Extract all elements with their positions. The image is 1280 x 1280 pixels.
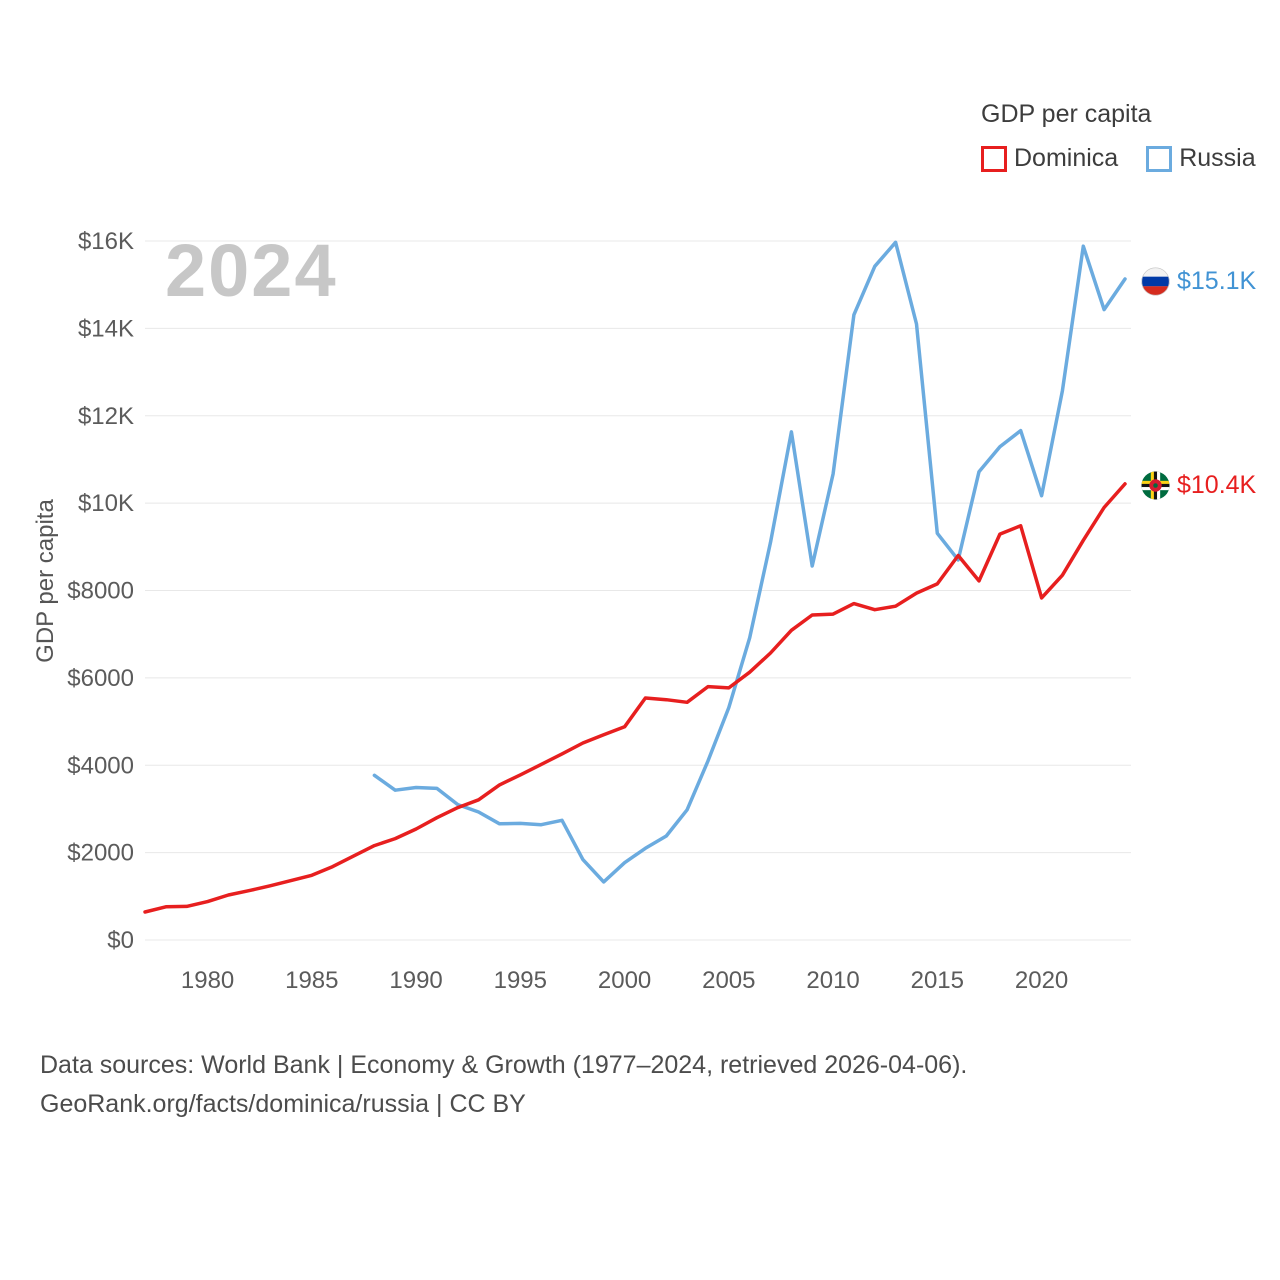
dominica-flag-icon (1141, 471, 1170, 500)
footer: Data sources: World Bank | Economy & Gro… (40, 1046, 967, 1124)
russia-flag-icon (1141, 267, 1170, 296)
x-tick-label: 1995 (494, 967, 547, 994)
footer-data-sources: Data sources: World Bank | Economy & Gro… (40, 1051, 968, 1079)
y-tick-label: $14K (78, 315, 134, 342)
y-tick-label: $10K (78, 490, 134, 517)
dominica-end-value: $10.4K (1177, 471, 1257, 499)
footer-attribution: GeoRank.org/facts/dominica/russia | CC B… (40, 1090, 526, 1118)
x-tick-label: 1990 (389, 967, 442, 994)
x-tick-label: 1980 (181, 967, 234, 994)
legend-title: GDP per capita (981, 100, 1152, 128)
y-tick-label: $4000 (67, 752, 134, 779)
watermark-year: 2024 (165, 229, 338, 312)
legend: GDP per capita Dominica Russia (981, 100, 1256, 173)
y-tick-label: $0 (107, 927, 134, 954)
y-axis-title: GDP per capita (32, 499, 59, 663)
y-tick-label: $6000 (67, 665, 134, 692)
y-tick-label: $2000 (67, 840, 134, 867)
x-tick-label: 2020 (1015, 967, 1068, 994)
x-tick-label: 2010 (806, 967, 859, 994)
x-tick-label: 2015 (911, 967, 964, 994)
russia-swatch-icon (1146, 145, 1173, 172)
russia-end-value: $15.1K (1177, 267, 1257, 295)
y-tick-label: $12K (78, 403, 134, 430)
series-line-russia (372, 240, 1127, 884)
legend-entry-russia[interactable]: Russia (1146, 144, 1256, 173)
dominica-swatch-icon (981, 145, 1007, 172)
legend-entry-dominica[interactable]: Dominica (981, 144, 1118, 173)
x-tick-label: 1985 (285, 967, 338, 994)
x-tick-label: 2000 (598, 967, 651, 994)
x-tick-label: 2005 (702, 967, 755, 994)
series-line-dominica (143, 482, 1127, 914)
dominica-end-label: $10.4K (1141, 471, 1256, 500)
legend-label-dominica: Dominica (1014, 144, 1119, 172)
russia-end-label: $15.1K (1141, 267, 1256, 296)
legend-label-russia: Russia (1179, 144, 1256, 172)
y-tick-label: $8000 (67, 578, 134, 605)
legend-entries: Dominica Russia (981, 144, 1256, 173)
y-tick-label: $16K (78, 228, 134, 255)
